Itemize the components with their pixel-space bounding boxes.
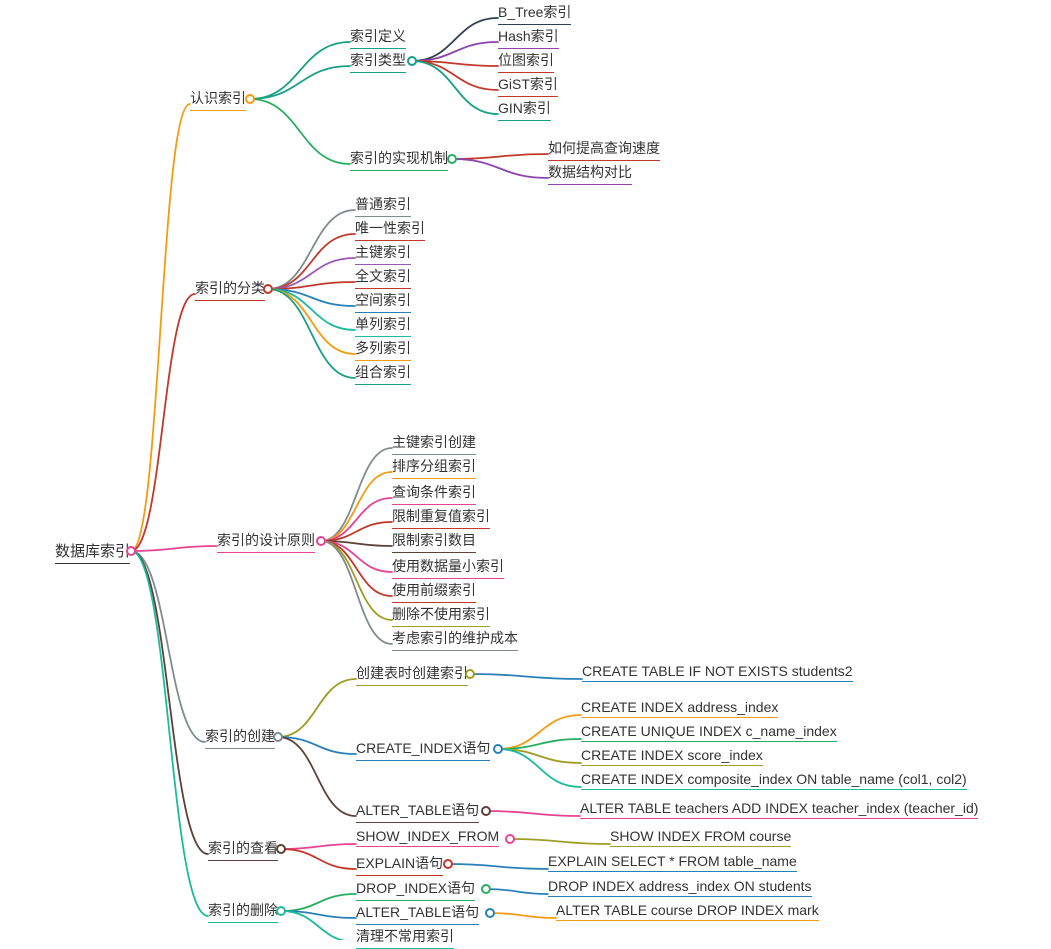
mindmap-node-b1c1[interactable]: 索引定义 [350, 26, 406, 49]
mindmap-node-b1c3[interactable]: 索引的实现机制 [350, 148, 448, 171]
mindmap-node-b1c3b[interactable]: 数据结构对比 [548, 162, 632, 185]
mindmap-node-b6c2[interactable]: ALTER_TABLE语句 [356, 902, 479, 925]
branch-node-icon [263, 284, 273, 294]
mindmap-node-b3c7[interactable]: 使用前缀索引 [392, 580, 476, 603]
mindmap-node-b3c9[interactable]: 考虑索引的维护成本 [392, 628, 518, 651]
mindmap-node-b4c1a[interactable]: CREATE TABLE IF NOT EXISTS students2 [582, 663, 853, 682]
branch-node-icon [485, 908, 495, 918]
mindmap-node-b3c3[interactable]: 查询条件索引 [392, 482, 476, 505]
mindmap-node-b4c2[interactable]: CREATE_INDEX语句 [356, 738, 490, 761]
mindmap-node-b3c4[interactable]: 限制重复值索引 [392, 506, 490, 529]
mindmap-node-b4c2c[interactable]: CREATE INDEX score_index [581, 747, 763, 766]
mindmap-node-b1c2d[interactable]: GiST索引 [498, 74, 558, 97]
mindmap-node-b2c2[interactable]: 唯一性索引 [355, 218, 425, 241]
branch-node-icon [505, 834, 515, 844]
mindmap-node-b4c3[interactable]: ALTER_TABLE语句 [356, 800, 479, 823]
mindmap-node-b5[interactable]: 索引的查看 [208, 838, 278, 861]
mindmap-node-b3[interactable]: 索引的设计原则 [217, 530, 315, 553]
mindmap-node-b2c3[interactable]: 主键索引 [355, 242, 411, 265]
branch-node-icon [273, 732, 283, 742]
mindmap-node-b2c7[interactable]: 多列索引 [355, 338, 411, 361]
branch-node-icon [481, 884, 491, 894]
mindmap-node-b2c1[interactable]: 普通索引 [355, 194, 411, 217]
mindmap-node-b5c1[interactable]: SHOW_INDEX_FROM [356, 828, 499, 847]
mindmap-node-b5c1a[interactable]: SHOW INDEX FROM course [610, 828, 791, 847]
mindmap-node-b5c2a[interactable]: EXPLAIN SELECT * FROM table_name [548, 853, 797, 872]
mindmap-node-b4c3a[interactable]: ALTER TABLE teachers ADD INDEX teacher_i… [580, 800, 978, 819]
mindmap-node-b1c2a[interactable]: B_Tree索引 [498, 2, 571, 25]
branch-node-icon [443, 859, 453, 869]
mindmap-node-b6[interactable]: 索引的删除 [208, 900, 278, 923]
mindmap-node-b4c2b[interactable]: CREATE UNIQUE INDEX c_name_index [581, 723, 837, 742]
mindmap-node-b2[interactable]: 索引的分类 [195, 278, 265, 301]
branch-node-icon [493, 744, 503, 754]
branch-node-icon [316, 536, 326, 546]
branch-node-icon [126, 546, 136, 556]
mindmap-node-root[interactable]: 数据库索引 [55, 540, 130, 564]
mindmap-node-b2c8[interactable]: 组合索引 [355, 362, 411, 385]
mindmap-node-b1c3a[interactable]: 如何提高查询速度 [548, 138, 660, 161]
branch-node-icon [465, 669, 475, 679]
mindmap-node-b2c4[interactable]: 全文索引 [355, 266, 411, 289]
mindmap-node-b3c8[interactable]: 删除不使用索引 [392, 604, 490, 627]
mindmap-node-b6c2a[interactable]: ALTER TABLE course DROP INDEX mark [556, 902, 819, 921]
branch-node-icon [407, 56, 417, 66]
mindmap-node-b6c1a[interactable]: DROP INDEX address_index ON students [548, 878, 812, 897]
branch-node-icon [245, 94, 255, 104]
mindmap-node-b2c6[interactable]: 单列索引 [355, 314, 411, 337]
mindmap-node-b1c2[interactable]: 索引类型 [350, 50, 406, 73]
mindmap-node-b2c5[interactable]: 空间索引 [355, 290, 411, 313]
mindmap-node-b4c1[interactable]: 创建表时创建索引 [356, 663, 468, 686]
branch-node-icon [481, 806, 491, 816]
branch-node-icon [447, 154, 457, 164]
mindmap-node-b5c2[interactable]: EXPLAIN语句 [356, 853, 443, 876]
branch-node-icon [276, 906, 286, 916]
mindmap-node-b4c2d[interactable]: CREATE INDEX composite_index ON table_na… [581, 771, 967, 790]
mindmap-node-b6c1[interactable]: DROP_INDEX语句 [356, 878, 475, 901]
mindmap-node-b6c3[interactable]: 清理不常用索引 [356, 926, 454, 949]
mindmap-edges [0, 0, 1051, 940]
mindmap-node-b4c2a[interactable]: CREATE INDEX address_index [581, 699, 778, 718]
mindmap-node-b3c1[interactable]: 主键索引创建 [392, 432, 476, 455]
mindmap-node-b3c6[interactable]: 使用数据量小索引 [392, 556, 504, 579]
branch-node-icon [276, 844, 286, 854]
mindmap-node-b3c2[interactable]: 排序分组索引 [392, 456, 476, 479]
mindmap-node-b4[interactable]: 索引的创建 [205, 726, 275, 749]
mindmap-node-b1c2c[interactable]: 位图索引 [498, 50, 554, 73]
mindmap-node-b1c2b[interactable]: Hash索引 [498, 26, 559, 49]
mindmap-node-b1[interactable]: 认识索引 [190, 88, 246, 111]
mindmap-node-b1c2e[interactable]: GIN索引 [498, 98, 551, 121]
mindmap-node-b3c5[interactable]: 限制索引数目 [392, 530, 476, 553]
